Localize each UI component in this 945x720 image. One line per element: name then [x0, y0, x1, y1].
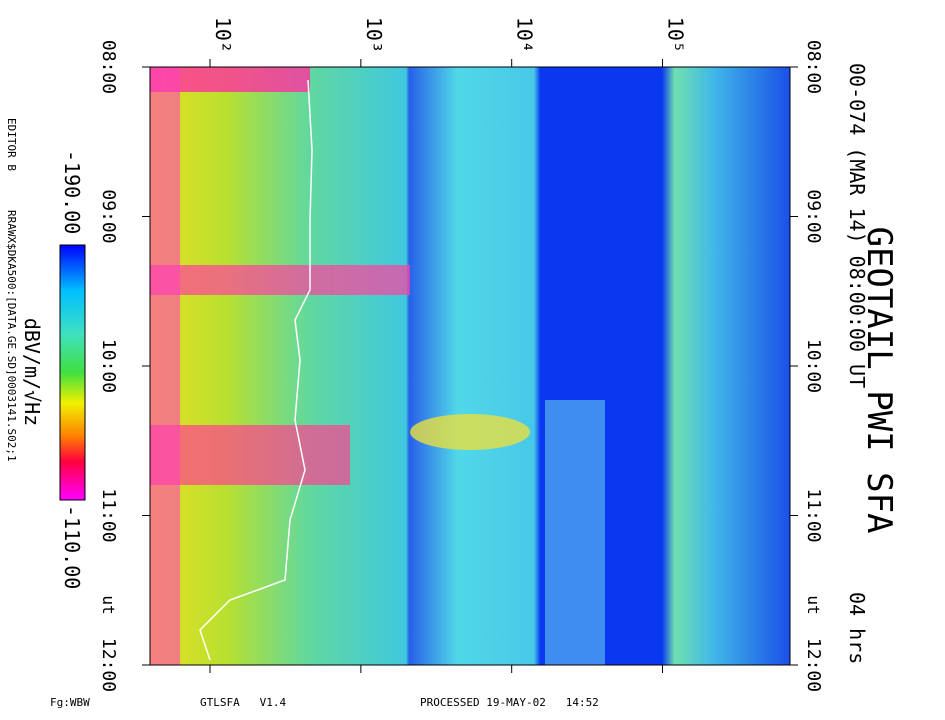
time-unit: ut [99, 595, 118, 614]
y-tick-label: 11:00 [803, 488, 824, 542]
band [150, 265, 410, 295]
band [150, 425, 350, 485]
y-tick-label: 09:00 [98, 189, 119, 243]
trace [199, 79, 313, 661]
footer-right: PROCESSED 19-MAY-02 14:52 [420, 696, 599, 709]
spectrogram [149, 66, 791, 666]
colorbar-max: -110.00 [60, 505, 84, 589]
colorbar-label: dBV/m/√Hz [20, 318, 44, 426]
band [545, 400, 605, 665]
editor: EDITOR B [5, 118, 18, 171]
x-tick-label: 10³ [362, 17, 386, 53]
time-unit: ut [804, 595, 823, 614]
y-tick-label: 09:00 [803, 189, 824, 243]
subtitle: 00-074 (MAR 14) 08:00:00 UT [845, 63, 869, 388]
x-tick-label: 10⁵ [664, 17, 688, 53]
y-tick-label: 08:00 [98, 40, 119, 94]
colorbar [59, 244, 86, 501]
y-tick-label: 11:00 [98, 488, 119, 542]
y-tick-label: 12:00 [98, 638, 119, 692]
y-tick-label: 08:00 [803, 40, 824, 94]
colorbar-min: -190.00 [60, 150, 84, 234]
band [410, 414, 530, 450]
title: GEOTAIL PWI SFA [859, 226, 899, 533]
footer-left: Fg:WBW [50, 696, 90, 709]
labels: GEOTAIL PWI SFA 00-074 (MAR 14) 08:00:00… [5, 63, 899, 709]
duration: 04 hrs [845, 592, 869, 664]
y-tick-label: 10:00 [803, 339, 824, 393]
y-tick-label: 10:00 [98, 339, 119, 393]
spectrogram-image [150, 67, 790, 665]
x-tick-label: 10² [211, 17, 235, 53]
source-file: RRAWX$DKA500:[DATA.GE.SD]0003141.S02;1 [5, 210, 18, 462]
footer-middle: GTLSFA V1.4 [200, 696, 286, 709]
band [150, 67, 180, 665]
x-tick-label: 10⁴ [513, 17, 537, 53]
y-tick-label: 12:00 [803, 638, 824, 692]
